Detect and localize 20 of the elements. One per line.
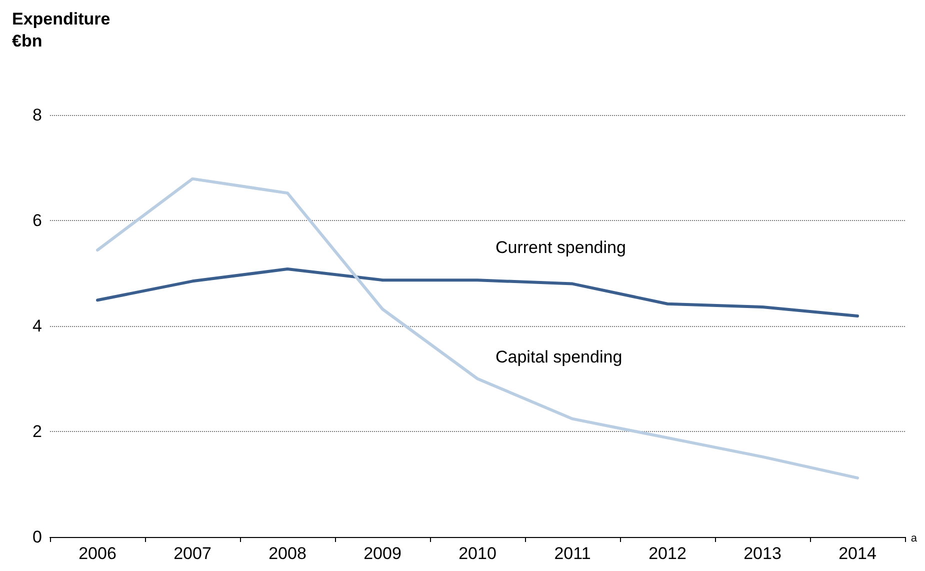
line-series xyxy=(96,268,859,318)
series-label: Capital spending xyxy=(496,347,622,366)
line-series xyxy=(96,177,859,480)
y-axis-title: Expenditure €bn xyxy=(12,10,115,50)
y-tick-label: 2 xyxy=(32,422,42,441)
x-tick-label: 2008 xyxy=(268,544,306,563)
y-tick-label: 6 xyxy=(32,211,42,230)
x-tick-label: 2007 xyxy=(174,544,212,563)
y-tick-label: 4 xyxy=(32,316,42,336)
x-tick-label: 2010 xyxy=(458,544,496,563)
y-tick-label: 0 xyxy=(32,528,42,546)
y-tick-label: 8 xyxy=(32,106,42,124)
x-tick-label: 2011 xyxy=(554,544,591,563)
x-tick-label: 2014 xyxy=(838,544,876,563)
x-tick-label: 2009 xyxy=(364,544,402,563)
series-label: Current spending xyxy=(496,238,626,258)
x-tick-label: 2013 xyxy=(744,544,782,563)
x-tick-label: 2012 xyxy=(648,544,686,563)
x-tick-label: 2006 xyxy=(78,544,116,563)
text: a xyxy=(910,532,918,544)
